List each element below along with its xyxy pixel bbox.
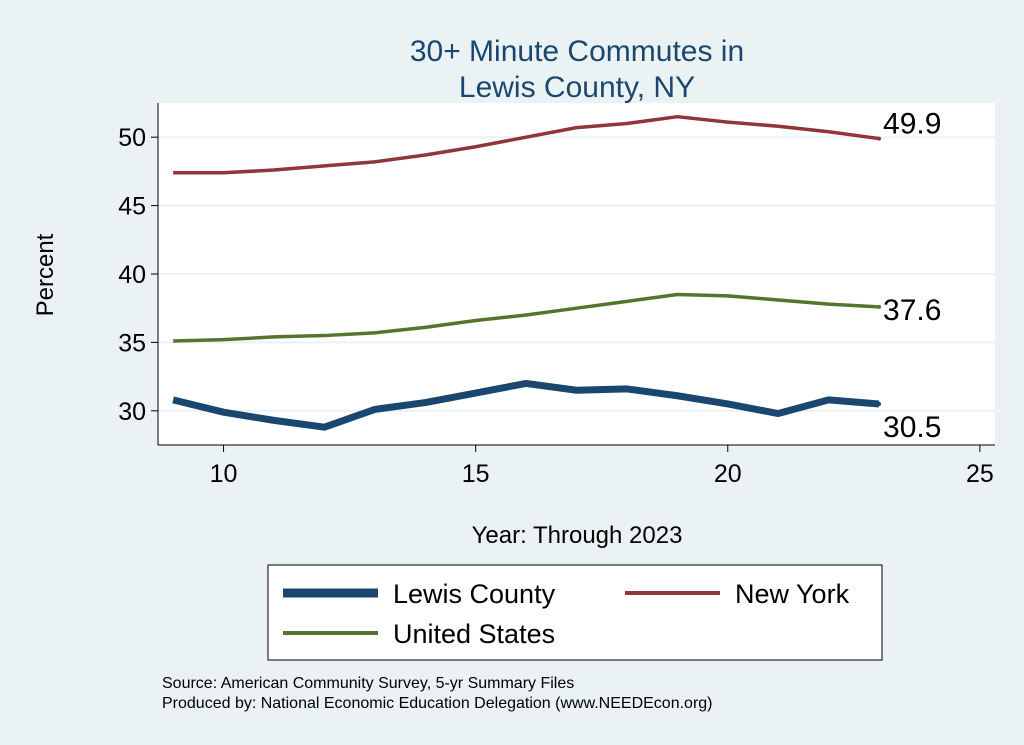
legend-label-new-york: New York <box>735 579 850 609</box>
y-tick-label: 35 <box>118 329 146 357</box>
chart-title-line2: Lewis County, NY <box>459 71 695 104</box>
end-marker-united-states <box>877 304 882 309</box>
legend: Lewis County New York United States <box>267 564 883 661</box>
end-label-united-states: 37.6 <box>883 294 941 327</box>
end-label-lewis-county: 30.5 <box>883 411 941 444</box>
x-tick-label: 20 <box>714 460 742 488</box>
source-note: Source: American Community Survey, 5-yr … <box>162 675 574 692</box>
end-label-new-york: 49.9 <box>883 108 941 141</box>
y-axis-label: Percent <box>32 233 59 316</box>
legend-label-lewis-county: Lewis County <box>393 579 556 609</box>
x-tick-label: 25 <box>966 460 994 488</box>
series-line-lewis-county <box>172 379 880 431</box>
y-tick-label: 30 <box>118 398 146 426</box>
series-line-new-york <box>173 114 880 175</box>
series-line-united-states <box>173 292 880 343</box>
y-tick-label: 50 <box>118 124 146 152</box>
legend-label-united-states: United States <box>393 619 555 649</box>
end-marker-lewis-county <box>877 401 882 406</box>
x-tick-label: 15 <box>462 460 490 488</box>
y-tick-label: 45 <box>118 193 146 221</box>
chart-title-line1: 30+ Minute Commutes in <box>410 35 744 68</box>
y-tick-label: 40 <box>118 261 146 289</box>
x-axis-label: Year: Through 2023 <box>472 522 683 549</box>
legend-box <box>267 564 883 661</box>
produced-by-note: Produced by: National Economic Education… <box>162 695 713 712</box>
end-marker-new-york <box>877 136 882 141</box>
x-tick-label: 10 <box>210 460 238 488</box>
